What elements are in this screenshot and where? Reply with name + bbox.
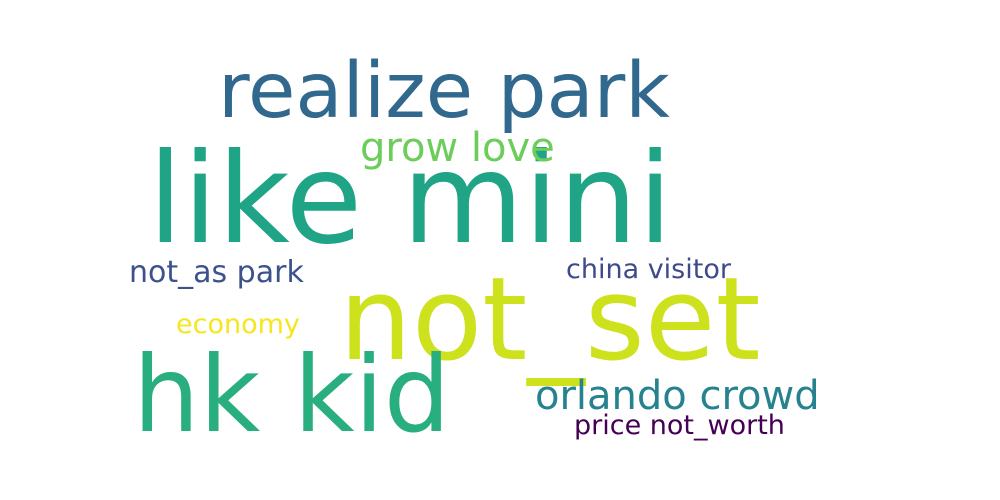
word-grow-love: grow love (360, 125, 555, 171)
word-price-not-worth: price not_worth (574, 410, 785, 441)
word-realize-park: realize park (218, 47, 670, 136)
word-not-as-park: not_as park (129, 255, 304, 290)
word-china-visitor: china visitor (566, 254, 731, 285)
word-economy: economy (176, 309, 300, 340)
word-hk-kid: hk kid (133, 334, 451, 456)
word-not-set: not_set (339, 253, 761, 387)
word-like-mini: like mini (148, 127, 673, 272)
word-orlando-crowd: orlando crowd (535, 373, 820, 419)
